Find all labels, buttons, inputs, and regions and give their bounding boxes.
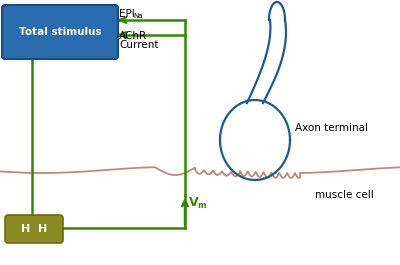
Text: Na: Na xyxy=(133,13,142,19)
Text: m: m xyxy=(197,201,206,210)
Text: Axon terminal: Axon terminal xyxy=(295,123,368,133)
Text: AChR: AChR xyxy=(119,31,147,41)
Text: H  H: H H xyxy=(21,224,47,234)
Text: EPI: EPI xyxy=(119,9,135,19)
FancyBboxPatch shape xyxy=(2,5,118,59)
Text: V: V xyxy=(189,197,199,210)
Text: Current: Current xyxy=(119,40,158,50)
FancyBboxPatch shape xyxy=(5,215,63,243)
Text: Total stimulus: Total stimulus xyxy=(19,27,101,37)
Text: muscle cell: muscle cell xyxy=(315,190,374,200)
